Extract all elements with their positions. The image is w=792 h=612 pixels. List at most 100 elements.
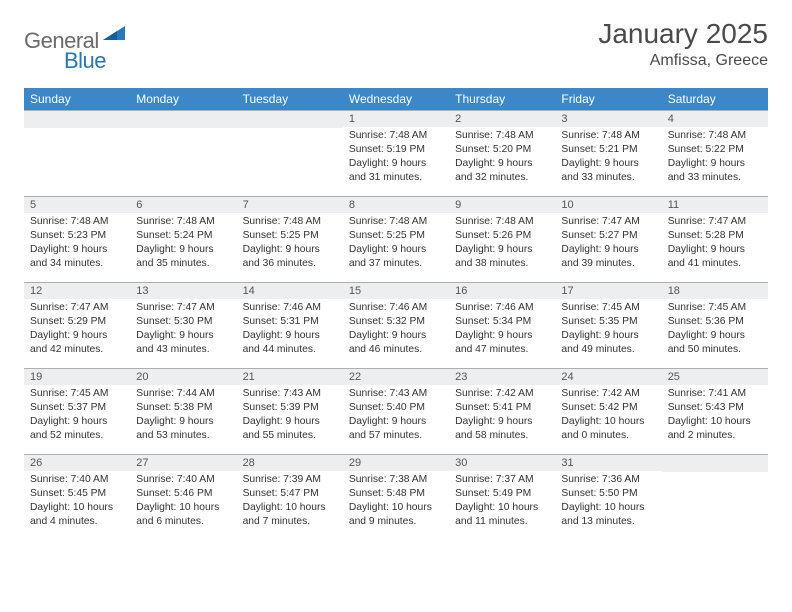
sunrise-text: Sunrise: 7:37 AM xyxy=(455,473,549,487)
daylight-text: Daylight: 9 hours and 49 minutes. xyxy=(561,329,655,357)
sunrise-text: Sunrise: 7:47 AM xyxy=(668,215,762,229)
day-number: 11 xyxy=(662,196,768,213)
day-number: 1 xyxy=(343,110,449,127)
daylight-text: Daylight: 9 hours and 50 minutes. xyxy=(668,329,762,357)
weekday-header: Thursday xyxy=(449,88,555,110)
sunset-text: Sunset: 5:41 PM xyxy=(455,401,549,415)
day-info: Sunrise: 7:47 AMSunset: 5:27 PMDaylight:… xyxy=(555,213,661,275)
day-info: Sunrise: 7:48 AMSunset: 5:25 PMDaylight:… xyxy=(237,213,343,275)
daylight-text: Daylight: 9 hours and 53 minutes. xyxy=(136,415,230,443)
calendar-day-cell: 11Sunrise: 7:47 AMSunset: 5:28 PMDayligh… xyxy=(662,196,768,282)
day-info: Sunrise: 7:48 AMSunset: 5:25 PMDaylight:… xyxy=(343,213,449,275)
sunset-text: Sunset: 5:19 PM xyxy=(349,143,443,157)
daylight-text: Daylight: 9 hours and 44 minutes. xyxy=(243,329,337,357)
day-info: Sunrise: 7:48 AMSunset: 5:21 PMDaylight:… xyxy=(555,127,661,189)
sunset-text: Sunset: 5:45 PM xyxy=(30,487,124,501)
day-number: 16 xyxy=(449,282,555,299)
sunrise-text: Sunrise: 7:42 AM xyxy=(455,387,549,401)
day-info: Sunrise: 7:42 AMSunset: 5:41 PMDaylight:… xyxy=(449,385,555,447)
calendar-day-cell: 7Sunrise: 7:48 AMSunset: 5:25 PMDaylight… xyxy=(237,196,343,282)
sunrise-text: Sunrise: 7:40 AM xyxy=(136,473,230,487)
sunrise-text: Sunrise: 7:41 AM xyxy=(668,387,762,401)
day-info: Sunrise: 7:43 AMSunset: 5:40 PMDaylight:… xyxy=(343,385,449,447)
calendar-day-cell: 12Sunrise: 7:47 AMSunset: 5:29 PMDayligh… xyxy=(24,282,130,368)
day-info: Sunrise: 7:48 AMSunset: 5:26 PMDaylight:… xyxy=(449,213,555,275)
day-number: 29 xyxy=(343,454,449,471)
sunrise-text: Sunrise: 7:46 AM xyxy=(243,301,337,315)
calendar-day-cell: 5Sunrise: 7:48 AMSunset: 5:23 PMDaylight… xyxy=(24,196,130,282)
day-info: Sunrise: 7:42 AMSunset: 5:42 PMDaylight:… xyxy=(555,385,661,447)
daylight-text: Daylight: 9 hours and 32 minutes. xyxy=(455,157,549,185)
logo-text-2: Blue xyxy=(64,48,106,73)
daylight-text: Daylight: 9 hours and 41 minutes. xyxy=(668,243,762,271)
calendar-week-row: 26Sunrise: 7:40 AMSunset: 5:45 PMDayligh… xyxy=(24,454,768,540)
calendar-day-cell: 30Sunrise: 7:37 AMSunset: 5:49 PMDayligh… xyxy=(449,454,555,540)
day-info: Sunrise: 7:43 AMSunset: 5:39 PMDaylight:… xyxy=(237,385,343,447)
day-info: Sunrise: 7:45 AMSunset: 5:36 PMDaylight:… xyxy=(662,299,768,361)
sunset-text: Sunset: 5:49 PM xyxy=(455,487,549,501)
calendar-week-row: 1Sunrise: 7:48 AMSunset: 5:19 PMDaylight… xyxy=(24,110,768,196)
calendar-table: SundayMondayTuesdayWednesdayThursdayFrid… xyxy=(24,88,768,540)
calendar-page: General January 2025 Amfissa, Greece Blu… xyxy=(0,0,792,558)
day-info: Sunrise: 7:40 AMSunset: 5:45 PMDaylight:… xyxy=(24,471,130,533)
calendar-day-cell: 28Sunrise: 7:39 AMSunset: 5:47 PMDayligh… xyxy=(237,454,343,540)
daylight-text: Daylight: 10 hours and 11 minutes. xyxy=(455,501,549,529)
day-info: Sunrise: 7:47 AMSunset: 5:30 PMDaylight:… xyxy=(130,299,236,361)
day-number: 22 xyxy=(343,368,449,385)
daylight-text: Daylight: 9 hours and 37 minutes. xyxy=(349,243,443,271)
sunset-text: Sunset: 5:32 PM xyxy=(349,315,443,329)
daylight-text: Daylight: 10 hours and 9 minutes. xyxy=(349,501,443,529)
sunset-text: Sunset: 5:46 PM xyxy=(136,487,230,501)
day-info: Sunrise: 7:36 AMSunset: 5:50 PMDaylight:… xyxy=(555,471,661,533)
day-info: Sunrise: 7:48 AMSunset: 5:22 PMDaylight:… xyxy=(662,127,768,189)
daylight-text: Daylight: 9 hours and 34 minutes. xyxy=(30,243,124,271)
sunset-text: Sunset: 5:43 PM xyxy=(668,401,762,415)
calendar-day-cell: 13Sunrise: 7:47 AMSunset: 5:30 PMDayligh… xyxy=(130,282,236,368)
calendar-day-cell: 18Sunrise: 7:45 AMSunset: 5:36 PMDayligh… xyxy=(662,282,768,368)
calendar-day-cell: 16Sunrise: 7:46 AMSunset: 5:34 PMDayligh… xyxy=(449,282,555,368)
sunrise-text: Sunrise: 7:48 AM xyxy=(349,215,443,229)
day-info: Sunrise: 7:48 AMSunset: 5:19 PMDaylight:… xyxy=(343,127,449,189)
sunset-text: Sunset: 5:27 PM xyxy=(561,229,655,243)
weekday-header: Tuesday xyxy=(237,88,343,110)
sunset-text: Sunset: 5:22 PM xyxy=(668,143,762,157)
sunrise-text: Sunrise: 7:43 AM xyxy=(349,387,443,401)
daylight-text: Daylight: 9 hours and 33 minutes. xyxy=(561,157,655,185)
title-block: January 2025 Amfissa, Greece xyxy=(598,18,768,70)
daylight-text: Daylight: 10 hours and 0 minutes. xyxy=(561,415,655,443)
calendar-day-cell: 24Sunrise: 7:42 AMSunset: 5:42 PMDayligh… xyxy=(555,368,661,454)
sunrise-text: Sunrise: 7:36 AM xyxy=(561,473,655,487)
daylight-text: Daylight: 9 hours and 35 minutes. xyxy=(136,243,230,271)
calendar-day-cell: 9Sunrise: 7:48 AMSunset: 5:26 PMDaylight… xyxy=(449,196,555,282)
calendar-day-cell: 8Sunrise: 7:48 AMSunset: 5:25 PMDaylight… xyxy=(343,196,449,282)
day-number xyxy=(662,454,768,472)
sunset-text: Sunset: 5:31 PM xyxy=(243,315,337,329)
sunset-text: Sunset: 5:35 PM xyxy=(561,315,655,329)
day-number: 7 xyxy=(237,196,343,213)
sunrise-text: Sunrise: 7:48 AM xyxy=(561,129,655,143)
sunrise-text: Sunrise: 7:48 AM xyxy=(30,215,124,229)
calendar-empty-cell xyxy=(662,454,768,540)
daylight-text: Daylight: 9 hours and 39 minutes. xyxy=(561,243,655,271)
day-number: 4 xyxy=(662,110,768,127)
sunset-text: Sunset: 5:34 PM xyxy=(455,315,549,329)
calendar-day-cell: 19Sunrise: 7:45 AMSunset: 5:37 PMDayligh… xyxy=(24,368,130,454)
sunrise-text: Sunrise: 7:48 AM xyxy=(668,129,762,143)
sunset-text: Sunset: 5:23 PM xyxy=(30,229,124,243)
day-info: Sunrise: 7:44 AMSunset: 5:38 PMDaylight:… xyxy=(130,385,236,447)
calendar-day-cell: 15Sunrise: 7:46 AMSunset: 5:32 PMDayligh… xyxy=(343,282,449,368)
day-number: 14 xyxy=(237,282,343,299)
sunset-text: Sunset: 5:48 PM xyxy=(349,487,443,501)
sunset-text: Sunset: 5:36 PM xyxy=(668,315,762,329)
calendar-body: 1Sunrise: 7:48 AMSunset: 5:19 PMDaylight… xyxy=(24,110,768,540)
daylight-text: Daylight: 9 hours and 52 minutes. xyxy=(30,415,124,443)
sunset-text: Sunset: 5:26 PM xyxy=(455,229,549,243)
calendar-day-cell: 31Sunrise: 7:36 AMSunset: 5:50 PMDayligh… xyxy=(555,454,661,540)
day-number: 21 xyxy=(237,368,343,385)
sunset-text: Sunset: 5:25 PM xyxy=(349,229,443,243)
day-number: 28 xyxy=(237,454,343,471)
sunset-text: Sunset: 5:25 PM xyxy=(243,229,337,243)
day-number: 27 xyxy=(130,454,236,471)
calendar-empty-cell xyxy=(24,110,130,196)
calendar-day-cell: 25Sunrise: 7:41 AMSunset: 5:43 PMDayligh… xyxy=(662,368,768,454)
